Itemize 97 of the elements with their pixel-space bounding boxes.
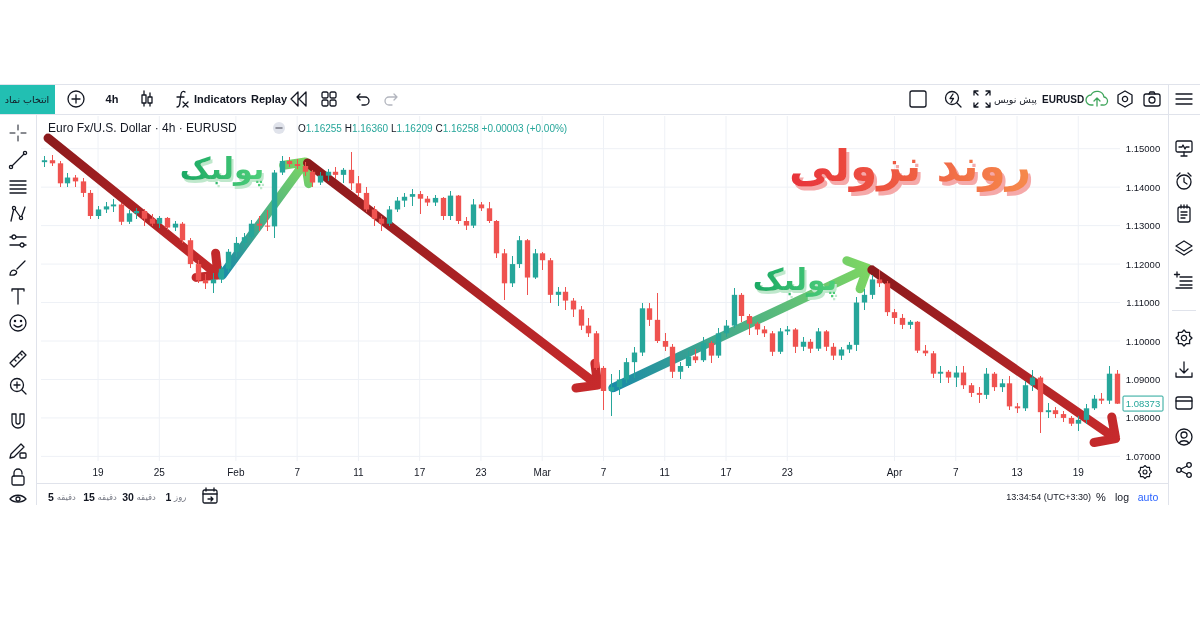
chart-subtitle: Euro Fx/U.S. Dollar · 4h · EURUSD <box>48 121 238 135</box>
x-tick-label: 11 <box>659 466 671 478</box>
candlestick <box>983 367 990 400</box>
text: log <box>1114 491 1130 503</box>
x-tick-label: 7 <box>294 466 301 478</box>
candlestick <box>578 305 585 331</box>
x-tick-label: Feb <box>227 466 245 478</box>
candlestick <box>792 327 799 354</box>
candlestick <box>608 373 615 417</box>
text: پیش نویس <box>994 93 1038 105</box>
text: EURUSD <box>1042 93 1085 105</box>
x-tick-label: 7 <box>600 466 607 478</box>
candlestick <box>57 160 64 188</box>
candlestick <box>953 365 960 388</box>
candlestick <box>646 302 653 327</box>
candlestick <box>87 189 94 220</box>
candlestick <box>225 248 232 273</box>
candlestick <box>509 255 516 288</box>
y-tick-label: 1.10000 <box>1125 335 1161 347</box>
candlestick <box>371 205 378 227</box>
x-tick-label: 13 <box>1011 466 1023 478</box>
candlestick <box>110 198 117 213</box>
text: 13:34:54 (UTC+3:30) <box>1006 492 1091 502</box>
x-tick-label: 25 <box>153 466 166 478</box>
candlestick <box>486 201 493 224</box>
x-tick-label: 19 <box>92 466 105 478</box>
text: auto <box>1137 491 1159 503</box>
y-tick-label: 1.09000 <box>1125 373 1161 385</box>
x-tick-label: 23 <box>781 466 794 478</box>
candlestick <box>815 327 822 352</box>
x-tick-label: 23 <box>475 466 487 478</box>
text: Replay <box>251 93 288 105</box>
candlestick <box>861 288 868 311</box>
candlestick <box>279 155 286 176</box>
y-tick-label: 1.14000 <box>1125 181 1161 193</box>
x-tick-label: 17 <box>414 466 426 478</box>
candlestick <box>417 190 424 215</box>
x-tick-label: 7 <box>952 466 959 478</box>
candlestick <box>869 274 876 300</box>
candlestick <box>210 272 217 294</box>
y-tick-label: 1.08000 <box>1125 412 1161 424</box>
candlestick <box>600 365 607 411</box>
x-tick-label: Mar <box>533 466 552 478</box>
candlestick <box>777 327 784 355</box>
annotation: پولبک <box>752 261 838 298</box>
text: Indicators <box>194 93 247 105</box>
annotation: 1.08373 <box>1125 398 1161 410</box>
y-tick-label: 1.07000 <box>1125 450 1161 462</box>
y-tick-label: 1.15000 <box>1125 143 1161 155</box>
candlestick <box>1006 375 1013 411</box>
candlestick <box>1083 403 1090 425</box>
text: O1.16255 H1.16360 L1.16209 C1.16258 +0.00003 (+0.00%) <box>298 122 568 134</box>
candlestick <box>179 221 186 244</box>
candlestick <box>264 209 271 232</box>
candlestick <box>440 196 447 221</box>
x-tick-label: 19 <box>1072 466 1085 478</box>
candlestick <box>187 237 194 269</box>
text: انتخاب نماد <box>4 93 50 105</box>
candlestick <box>363 186 370 213</box>
candlestick <box>1022 380 1029 412</box>
candlestick <box>991 371 998 392</box>
candlestick <box>700 336 707 363</box>
candlestick <box>355 175 362 198</box>
candlestick <box>118 202 125 226</box>
candlestick <box>80 177 87 198</box>
candlestick <box>233 236 240 258</box>
candlestick <box>195 259 202 284</box>
candlestick <box>769 330 776 357</box>
x-tick-label: 17 <box>720 466 732 478</box>
y-tick-label: 1.11000 <box>1126 297 1160 309</box>
candlestick <box>470 198 477 229</box>
candlestick <box>738 292 745 323</box>
candlestick <box>654 292 661 344</box>
candlestick <box>386 205 393 227</box>
text: روند نزولی <box>788 139 1032 192</box>
candlestick <box>555 286 562 307</box>
candlestick <box>516 235 523 269</box>
candlestick <box>930 350 937 379</box>
candlestick <box>746 313 753 336</box>
candlestick <box>562 286 569 311</box>
candlestick <box>623 357 630 384</box>
candlestick <box>616 369 623 396</box>
annotation: پولبک <box>179 150 265 187</box>
x-tick-label: 11 <box>353 466 365 478</box>
x-tick-label: Apr <box>886 466 903 478</box>
y-tick-label: 1.12000 <box>1125 258 1161 270</box>
candlestick <box>348 151 355 191</box>
candlestick <box>447 190 454 221</box>
candlestick <box>708 340 715 364</box>
candlestick <box>248 219 255 240</box>
candlestick <box>715 327 722 359</box>
text: % <box>1096 491 1107 503</box>
y-tick-label: 1.13000 <box>1125 220 1161 232</box>
candlestick <box>823 329 830 352</box>
candlestick <box>976 386 983 404</box>
text: 4h <box>105 93 119 105</box>
candlestick <box>539 251 546 271</box>
